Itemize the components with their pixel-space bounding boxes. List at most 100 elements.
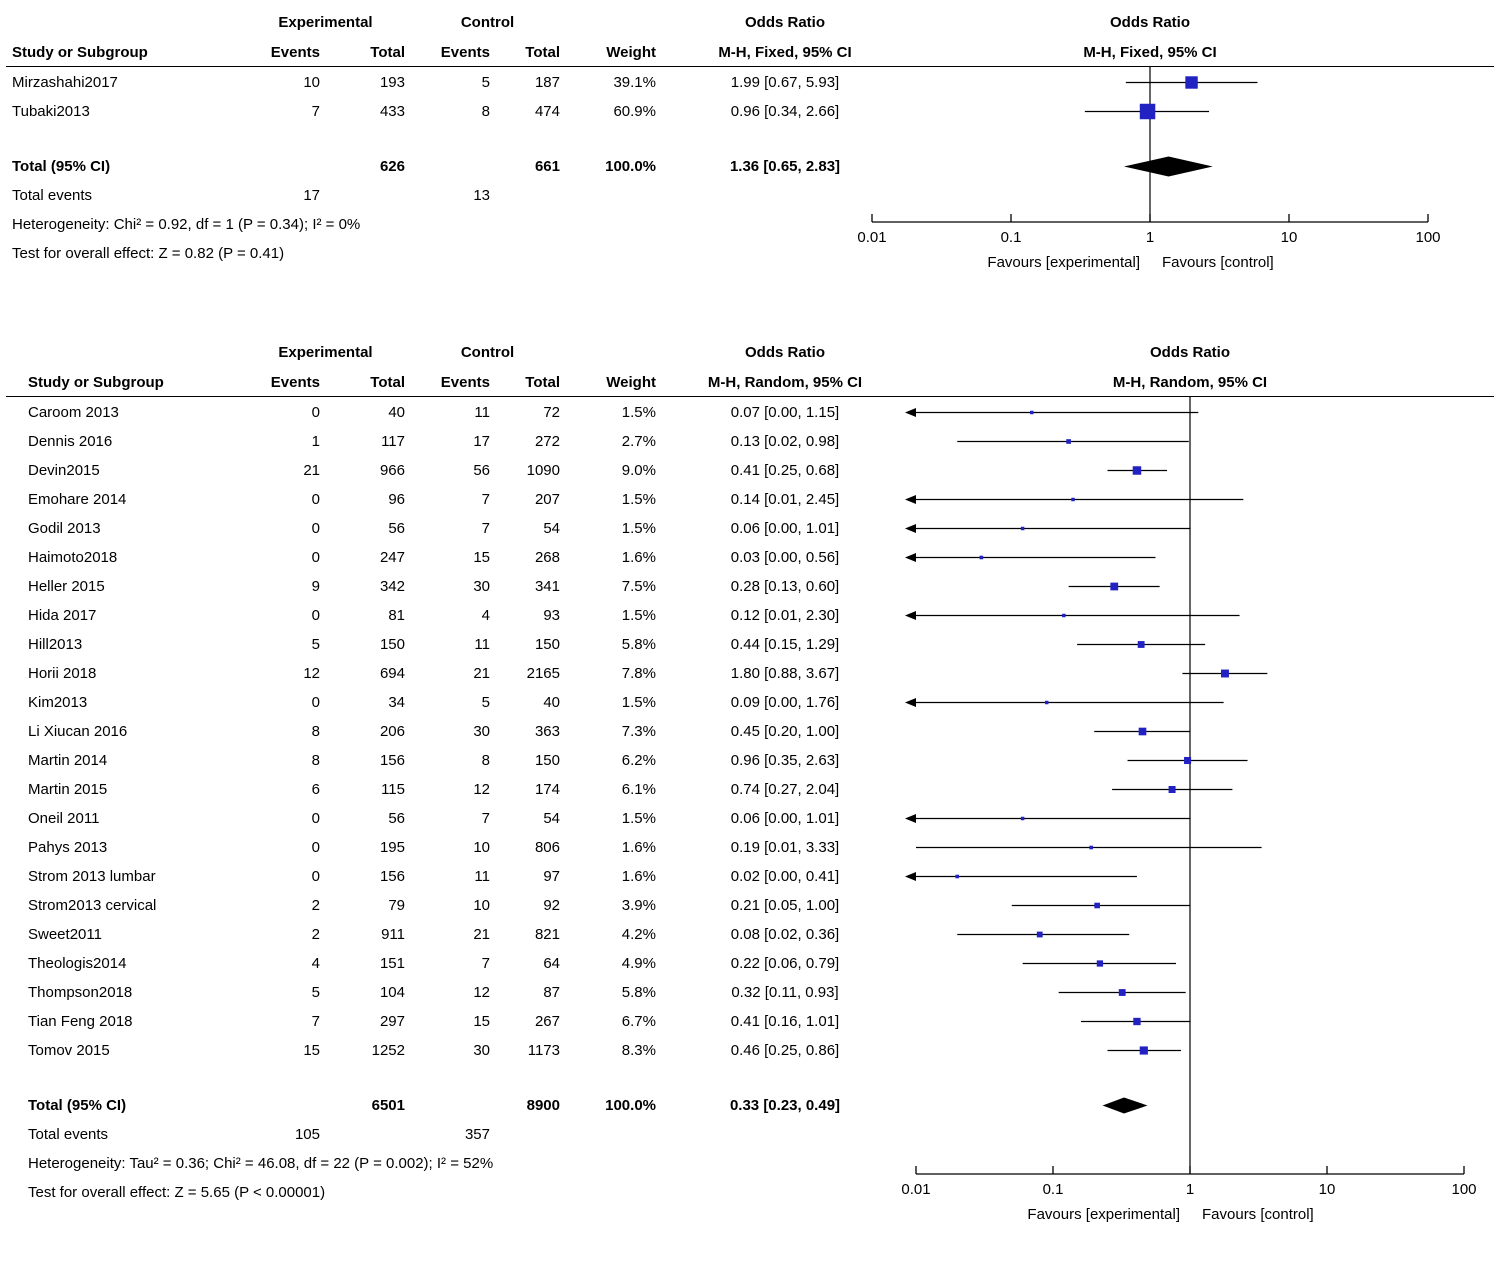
study-row: Sweet2011 2 911 21 821 4.2% 0.08 [0.02, 0.36]: [0, 920, 1500, 949]
study-row: Emohare 2014 0 96 7 207 1.5% 0.14 [0.01, 2.45]: [0, 485, 1500, 514]
ctl-total-value: 54: [543, 520, 560, 537]
weight-value: 1.5%: [621, 810, 656, 827]
exp-events-value: 0: [311, 549, 320, 566]
weight-value: 1.5%: [621, 491, 656, 508]
odds-ratio-ci-value: 0.74 [0.27, 2.04]: [730, 781, 840, 798]
ctl-total-value: 272: [534, 433, 560, 450]
header-underline: [6, 66, 1494, 67]
ctl-total-value: 1090: [526, 462, 560, 479]
ctl-total-value: 267: [534, 1013, 560, 1030]
odds-ratio-ci-value: 0.14 [0.01, 2.45]: [730, 491, 840, 508]
ctl-events-value: 7: [481, 520, 490, 537]
ctl-total-value: 474: [534, 103, 560, 120]
study-name: Oneil 2011: [28, 810, 100, 827]
exp-events-value: 5: [311, 636, 320, 653]
exp-events-value: 0: [311, 839, 320, 856]
study-row: Oneil 2011 0 56 7 54 1.5% 0.06 [0.00, 1.01]: [0, 804, 1500, 833]
odds-ratio-ci-value: 0.44 [0.15, 1.29]: [730, 636, 840, 653]
ctl-total-value: 2165: [526, 665, 560, 682]
weight-value: 5.8%: [621, 984, 656, 1001]
exp-total-value: 193: [379, 74, 405, 91]
odds-ratio-ci-value: 0.06 [0.00, 1.01]: [730, 810, 840, 827]
ctl-events-value: 56: [473, 462, 490, 479]
total-events-row: Total events 105 357: [0, 1120, 1500, 1149]
study-name: Sweet2011: [28, 926, 102, 943]
ctl-events-value: 7: [481, 810, 490, 827]
odds-ratio-ci-value: 0.19 [0.01, 3.33]: [730, 839, 840, 856]
total-exp-total: 626: [379, 158, 405, 175]
study-row: Caroom 2013 0 40 11 72 1.5% 0.07 [0.00, 1.15]: [0, 398, 1500, 427]
total-ctl-total: 661: [534, 158, 560, 175]
exp-events-value: 0: [311, 404, 320, 421]
heterogeneity-row: Heterogeneity: Chi² = 0.92, df = 1 (P = …: [0, 210, 1500, 239]
exp-total-value: 96: [388, 491, 405, 508]
odds-ratio-ci-value: 0.21 [0.05, 1.00]: [730, 897, 840, 914]
total-row: Total (95% CI) 626 661 100.0% 1.36 [0.65, 2.…: [0, 152, 1500, 181]
exp-events-value: 15: [303, 1042, 320, 1059]
overall-effect-row: Test for overall effect: Z = 5.65 (P < 0…: [0, 1178, 1500, 1207]
exp-total-value: 1252: [371, 1042, 405, 1059]
exp-events-value: 8: [311, 723, 320, 740]
exp-total-value: 156: [379, 752, 405, 769]
exp-total-value: 117: [381, 433, 405, 450]
study-row: Martin 2015 6 115 12 174 6.1% 0.74 [0.27, 2.04…: [0, 775, 1500, 804]
weight-value: 4.9%: [621, 955, 656, 972]
column-header-row: Study or Subgroup Events Total Events Total W…: [0, 366, 1500, 398]
exp-total-value: 433: [379, 103, 405, 120]
ctl-total-value: 150: [534, 752, 560, 769]
exp-total-value: 195: [379, 839, 405, 856]
odds-ratio-column-title: Odds Ratio: [744, 343, 825, 361]
exp-events-value: 7: [311, 103, 320, 120]
weight-value: 5.8%: [621, 636, 656, 653]
weight-value: 2.7%: [621, 433, 656, 450]
ctl-total-value: 207: [534, 491, 560, 508]
column-group-header-row: Experimental Control Odds Ratio Odds Ratio: [0, 338, 1500, 366]
ctl-events-header: Events: [440, 373, 490, 391]
study-row: Kim2013 0 34 5 40 1.5% 0.09 [0.00, 1.76]: [0, 688, 1500, 717]
weight-value: 1.6%: [621, 839, 656, 856]
exp-total-value: 342: [379, 578, 405, 595]
overall-effect-row: Test for overall effect: Z = 0.82 (P = 0…: [0, 239, 1500, 268]
odds-ratio-ci-value: 0.13 [0.02, 0.98]: [730, 433, 840, 450]
exp-events-value: 0: [311, 491, 320, 508]
method-ci-header: M-H, Random, 95% CI: [707, 373, 863, 391]
exp-total-value: 40: [388, 404, 405, 421]
ctl-total-header: Total: [525, 43, 560, 61]
total-odds-ratio-ci: 0.33 [0.23, 0.49]: [729, 1097, 841, 1114]
study-row: Thompson2018 5 104 12 87 5.8% 0.32 [0.11, 0.93…: [0, 978, 1500, 1007]
study-name: Heller 2015: [28, 578, 105, 595]
ctl-total-value: 97: [543, 868, 560, 885]
ctl-events-value: 5: [481, 74, 490, 91]
ctl-events-value: 7: [481, 491, 490, 508]
total-odds-ratio-ci: 1.36 [0.65, 2.83]: [729, 158, 841, 175]
ctl-events-value: 15: [473, 549, 490, 566]
ctl-total-value: 187: [534, 74, 560, 91]
exp-events-value: 21: [303, 462, 320, 479]
heterogeneity-text: Heterogeneity: Tau² = 0.36; Chi² = 46.08…: [28, 1155, 494, 1172]
total-events-ctl: 13: [473, 187, 490, 204]
ctl-events-value: 21: [473, 665, 490, 682]
control-group-header: Control: [460, 13, 515, 31]
ctl-total-value: 87: [543, 984, 560, 1001]
exp-events-value: 4: [311, 955, 320, 972]
study-row: Pahys 2013 0 195 10 806 1.6% 0.19 [0.01, 3.33]: [0, 833, 1500, 862]
study-row: Martin 2014 8 156 8 150 6.2% 0.96 [0.35, 2.63]: [0, 746, 1500, 775]
exp-events-value: 5: [311, 984, 320, 1001]
weight-header: Weight: [606, 43, 656, 61]
total-events-label: Total events: [28, 1126, 109, 1143]
total-events-exp: 105: [294, 1126, 320, 1143]
overall-effect-text: Test for overall effect: Z = 5.65 (P < 0…: [28, 1184, 326, 1201]
study-name: Pahys 2013: [28, 839, 108, 856]
study-row: Tian Feng 2018 7 297 15 267 6.7% 0.41 [0.16, 1…: [0, 1007, 1500, 1036]
ctl-events-value: 30: [473, 723, 490, 740]
ctl-total-value: 268: [534, 549, 560, 566]
exp-total-value: 966: [379, 462, 405, 479]
exp-total-value: 297: [379, 1013, 405, 1030]
total-row: Total (95% CI) 6501 8900 100.0% 0.33 [0.23, …: [0, 1091, 1500, 1120]
ctl-events-value: 10: [473, 839, 490, 856]
study-name: Mirzashahi2017: [12, 74, 118, 91]
weight-header: Weight: [606, 373, 656, 391]
ctl-events-value: 15: [473, 1013, 490, 1030]
exp-events-value: 9: [311, 578, 320, 595]
